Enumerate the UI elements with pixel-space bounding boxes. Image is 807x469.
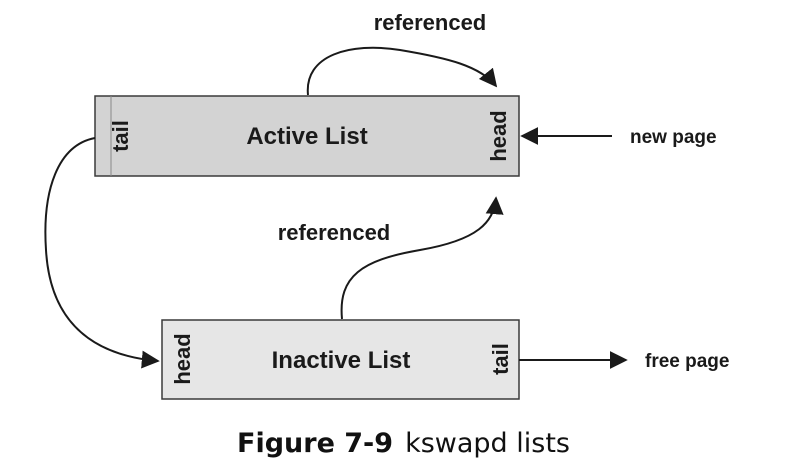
referenced-middle-arrow xyxy=(340,196,504,320)
inactive-list-tail-label: tail xyxy=(488,343,513,375)
inactive-list-rect xyxy=(161,319,520,400)
inactive-list-head-label: head xyxy=(170,333,195,384)
referenced-top-label: referenced xyxy=(374,10,487,35)
new-page-label: new page xyxy=(630,127,717,148)
active-list-head-label: head xyxy=(486,110,511,161)
inactive-list-title: Inactive List xyxy=(272,347,411,374)
free-page-label: free page xyxy=(645,351,729,372)
active-list-title: Active List xyxy=(246,123,367,150)
inactive-list-box: Inactive List head tail xyxy=(161,319,520,400)
referenced-top-arrow xyxy=(306,46,498,96)
active-list-tail-label: tail xyxy=(108,120,133,152)
active-list-rect xyxy=(94,95,520,177)
figure-caption: Figure 7-9 kswapd lists xyxy=(0,428,807,459)
referenced-middle-label: referenced xyxy=(278,220,391,245)
demote-arrow xyxy=(44,137,160,369)
figure-caption-text: kswapd lists xyxy=(405,428,570,459)
active-list-box: Active List tail head xyxy=(94,95,520,177)
figure-number: Figure 7-9 xyxy=(237,428,394,459)
